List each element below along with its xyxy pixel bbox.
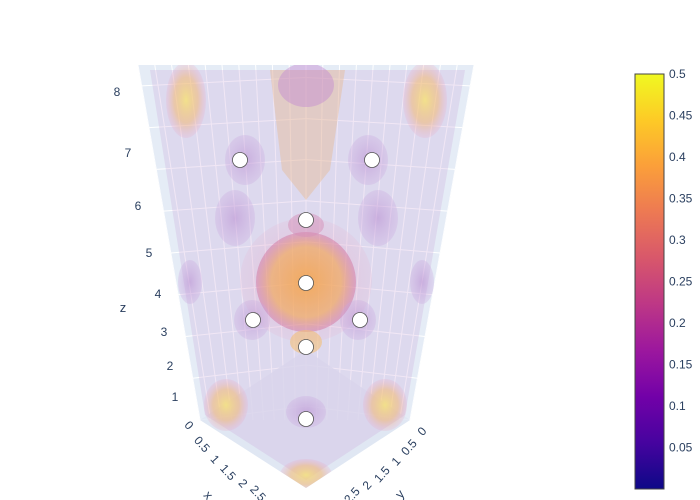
volume-corner-top-right [403, 65, 447, 138]
y-tick-label: 1 [389, 454, 404, 469]
atom-marker[interactable] [352, 312, 368, 328]
z-tick-label: 7 [125, 146, 132, 160]
gridline [399, 65, 458, 421]
z-tick-label: 2 [167, 359, 174, 373]
colorbar-tick-label: 0.2 [669, 316, 686, 330]
colorbar-tick-label: 0.4 [669, 150, 686, 164]
atom-markers [232, 152, 380, 427]
z-tick-label: 1 [172, 390, 179, 404]
y-tick-label: 1.5 [371, 463, 393, 485]
volume-wedge-top [270, 70, 345, 200]
volume-side-right [410, 260, 434, 304]
x-tick-label: 1 [208, 452, 223, 467]
volume-lobe-mid-right [358, 190, 398, 246]
z-tick-label: 3 [161, 325, 168, 339]
z-axis-tick-labels: 1 2 3 4 5 6 7 8 [114, 85, 179, 404]
z-tick-label: 8 [114, 85, 121, 99]
atom-marker[interactable] [298, 339, 314, 355]
y-tick-label: 2.5 [341, 484, 363, 500]
y-tick-label: 0.5 [398, 436, 420, 458]
volume-blob-bottom [280, 459, 332, 488]
x-tick-label: 2.5 [247, 482, 269, 500]
x-tick-label: 0.5 [191, 433, 213, 455]
atom-marker[interactable] [232, 152, 248, 168]
colorbar-tick-labels: 0.05 0.1 0.15 0.2 0.25 0.3 0.35 0.4 0.45 0.5 [669, 67, 693, 455]
colorbar-tick-label: 0.25 [669, 275, 693, 289]
x-tick-label: 1.5 [217, 461, 239, 483]
colorbar-tick-label: 0.5 [669, 67, 686, 81]
colorbar-tick-label: 0.1 [669, 399, 686, 413]
atom-marker[interactable] [364, 152, 380, 168]
z-tick-label: 5 [146, 246, 153, 260]
gridline [238, 65, 265, 421]
colorbar-tick-label: 0.15 [669, 358, 693, 372]
atom-marker[interactable] [298, 411, 314, 427]
y-tick-label: 0 [415, 424, 430, 439]
gridline [154, 65, 212, 421]
volume-corner-bottom-left [204, 379, 248, 431]
gridline [347, 65, 374, 421]
x-tick-label: 2 [236, 476, 251, 491]
atom-marker[interactable] [298, 275, 314, 291]
atom-marker[interactable] [298, 212, 314, 228]
y-tick-label: 2 [360, 478, 375, 493]
y-axis-title: y [392, 486, 408, 500]
colorbar: 0.05 0.1 0.15 0.2 0.25 0.3 0.35 0.4 0.45 0.5 [634, 67, 693, 490]
z-axis-title: z [120, 300, 127, 315]
volume-corner-top-left [166, 65, 206, 138]
z-tick-label: 6 [135, 199, 142, 213]
x-axis-title: x [201, 488, 217, 500]
atom-marker[interactable] [245, 312, 261, 328]
colorbar-tick-label: 0.3 [669, 233, 686, 247]
colorbar-tick-label: 0.35 [669, 192, 693, 206]
colorbar-gradient [634, 73, 665, 490]
z-tick-label: 4 [155, 287, 162, 301]
volume-blob-top [278, 65, 334, 107]
volume-lobe-mid-left [215, 190, 255, 246]
colorbar-tick-label: 0.45 [669, 109, 693, 123]
x-tick-label: 0 [182, 418, 197, 433]
volume-side-left [178, 260, 202, 304]
gridline [138, 65, 201, 421]
volume-corner-bottom-right [363, 379, 407, 431]
colorbar-tick-label: 0.05 [669, 441, 693, 455]
